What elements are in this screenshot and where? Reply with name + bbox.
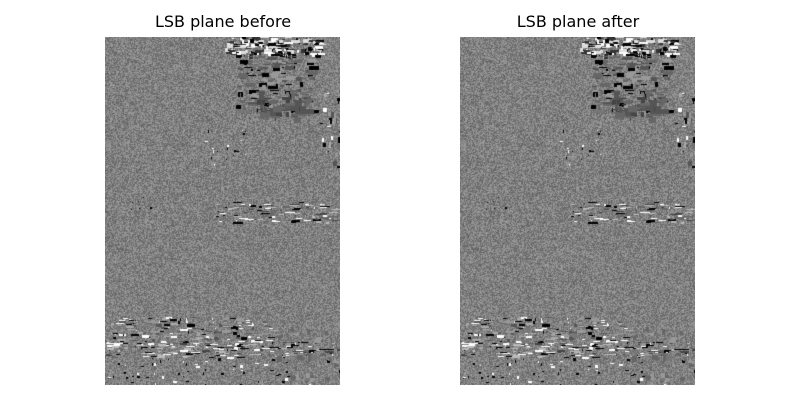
lsb-plane-before-image (105, 37, 340, 385)
panel-title-before: LSB plane before (154, 12, 292, 31)
lsb-plane-after-image (460, 37, 695, 385)
panel-title-after: LSB plane after (516, 12, 640, 31)
